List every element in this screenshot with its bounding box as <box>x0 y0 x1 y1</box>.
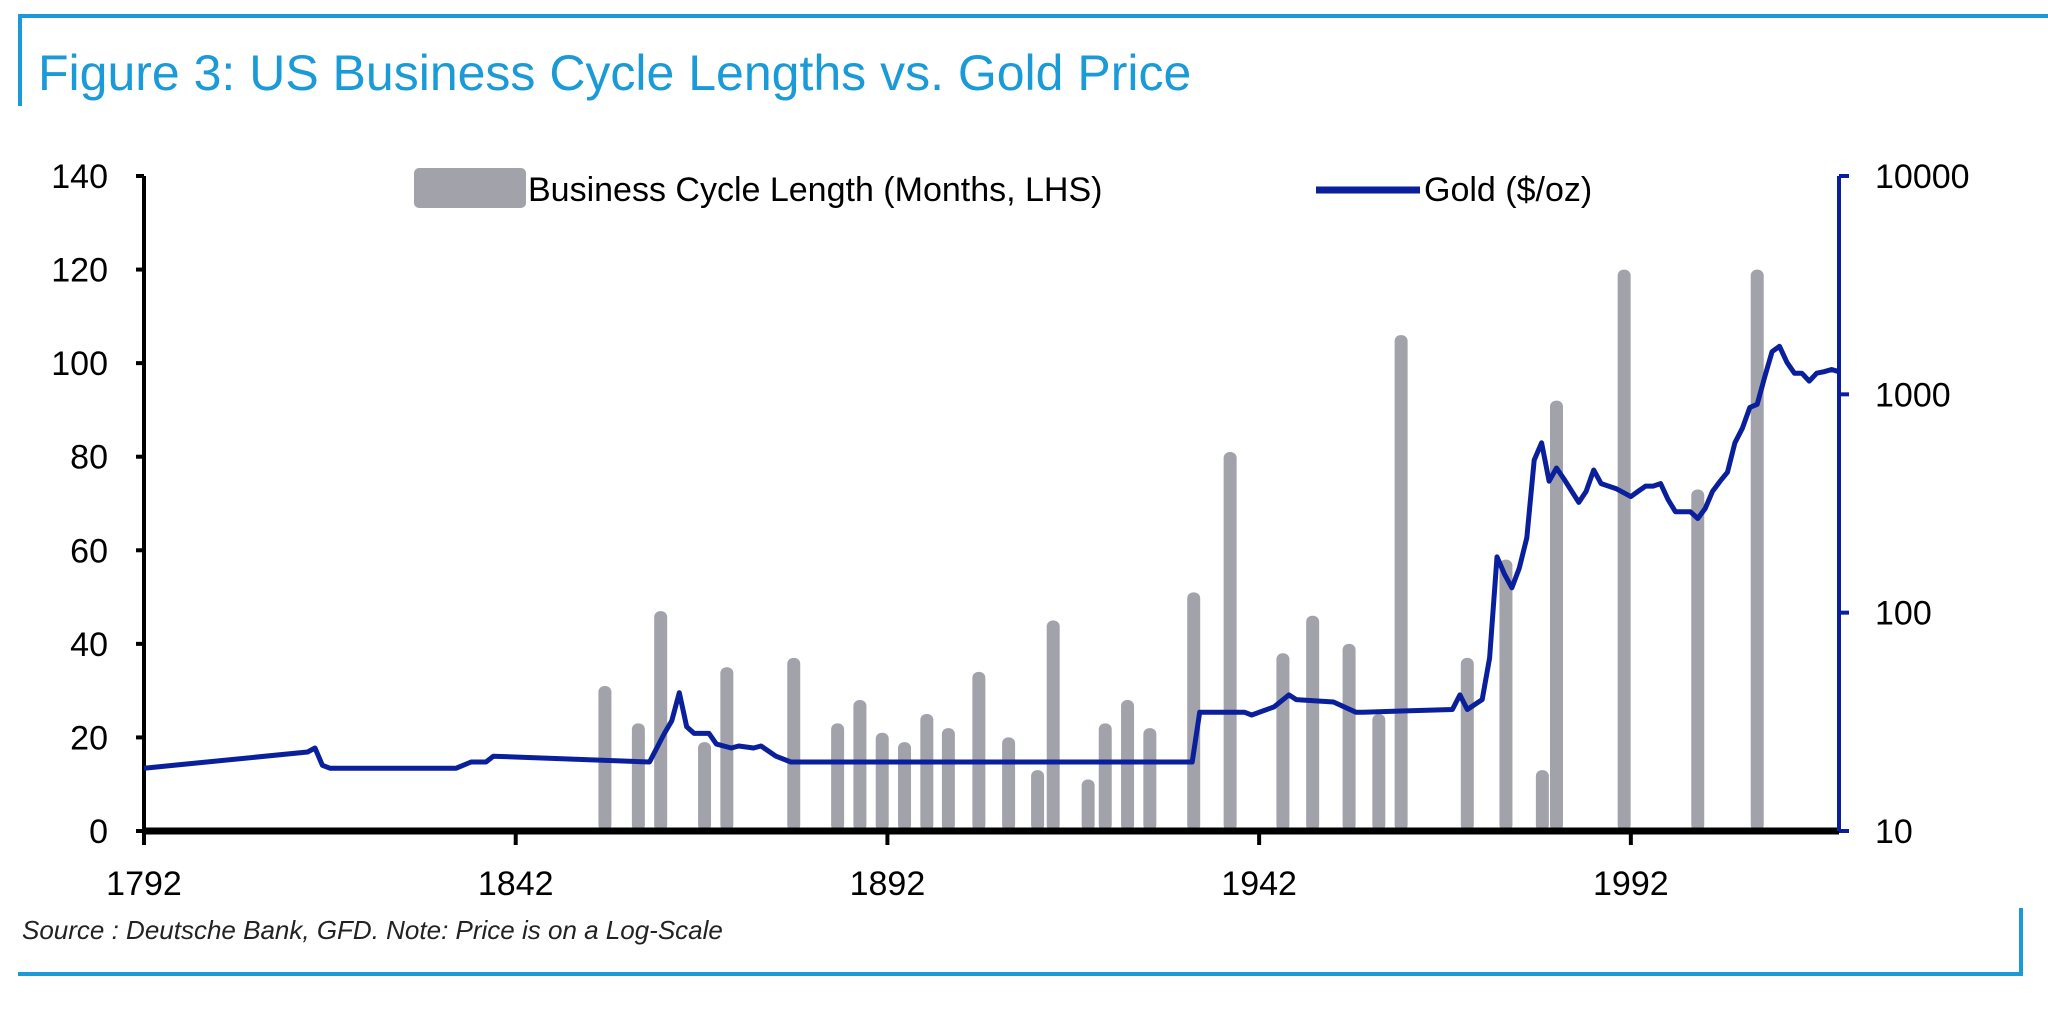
bar <box>1276 653 1290 831</box>
x-axis-tick-label: 1892 <box>850 865 926 903</box>
x-axis-tick-label: 1992 <box>1593 865 1669 903</box>
chart-title: Figure 3: US Business Cycle Lengths vs. … <box>38 45 1192 101</box>
left-axis-tick-label: 40 <box>70 626 108 664</box>
left-axis-tick-label: 140 <box>51 158 108 196</box>
bar <box>1002 737 1016 831</box>
legend-bar-label: Business Cycle Length (Months, LHS) <box>528 171 1102 209</box>
bar <box>898 742 912 831</box>
bar <box>1460 657 1474 831</box>
x-axis-tick-label: 1942 <box>1221 865 1297 903</box>
bar <box>972 671 986 831</box>
bar <box>631 723 645 831</box>
bar <box>1098 723 1112 831</box>
bar <box>1143 728 1157 831</box>
bar <box>1342 643 1356 831</box>
bar <box>1081 779 1095 831</box>
left-rule <box>18 14 22 106</box>
top-rule <box>18 14 2048 18</box>
right-axis-tick-label: 10000 <box>1875 158 1970 196</box>
bar <box>941 728 955 831</box>
bar <box>1031 770 1045 831</box>
bar <box>1121 700 1135 831</box>
legend-bar-swatch <box>414 168 526 208</box>
bar <box>1306 615 1320 831</box>
bar <box>1550 400 1563 831</box>
bar <box>853 700 867 831</box>
right-axis-tick-label: 1000 <box>1875 376 1951 414</box>
bar <box>875 732 889 831</box>
bar <box>1223 452 1237 831</box>
bar <box>787 657 801 831</box>
bar <box>920 714 934 831</box>
left-axis-tick-label: 80 <box>70 439 108 477</box>
source-note: Source : Deutsche Bank, GFD. Note: Price… <box>22 915 723 945</box>
bar <box>1691 489 1705 831</box>
left-axis-tick-label: 100 <box>51 345 108 383</box>
left-axis-tick-label: 120 <box>51 252 108 290</box>
bar <box>1535 770 1549 831</box>
bar <box>831 723 845 831</box>
bar <box>1499 559 1513 831</box>
left-axis-tick-label: 0 <box>89 813 108 851</box>
left-axis-tick-label: 60 <box>70 532 108 570</box>
bar <box>698 742 712 831</box>
right-axis-tick-label: 100 <box>1875 595 1932 633</box>
bar <box>1617 269 1631 832</box>
bar <box>1372 714 1386 831</box>
bar <box>1187 592 1201 831</box>
right-axis-tick-label: 10 <box>1875 813 1913 851</box>
bottom-rule <box>18 972 2023 976</box>
right-rule <box>2019 908 2023 976</box>
legend-line-label: Gold ($/oz) <box>1424 171 1592 209</box>
left-axis-tick-label: 20 <box>70 719 108 757</box>
bar <box>1394 335 1408 831</box>
x-axis-tick-label: 1842 <box>478 865 554 903</box>
gold-price-line <box>143 343 1840 771</box>
bar <box>1750 269 1764 832</box>
x-axis-tick-label: 1792 <box>106 865 182 903</box>
bar <box>654 611 668 831</box>
bar <box>1046 620 1060 831</box>
